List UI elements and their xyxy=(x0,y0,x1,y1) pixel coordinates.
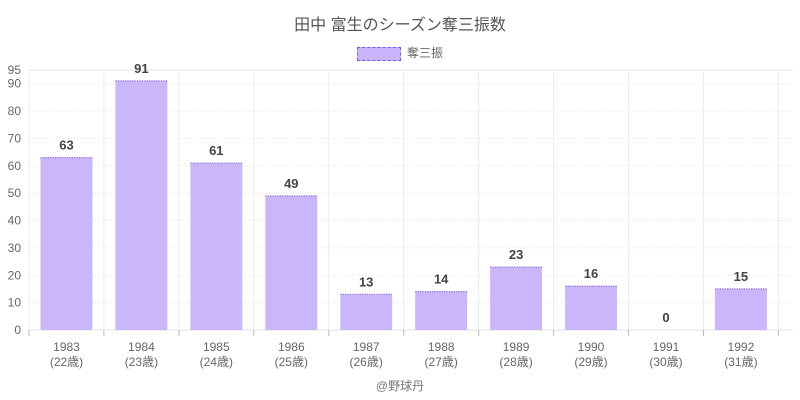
svg-text:63: 63 xyxy=(59,138,73,153)
svg-text:20: 20 xyxy=(8,268,22,282)
svg-text:90: 90 xyxy=(8,77,22,91)
svg-text:91: 91 xyxy=(134,61,148,76)
svg-text:1988: 1988 xyxy=(428,340,455,354)
svg-text:(24歳): (24歳) xyxy=(200,355,233,369)
svg-text:15: 15 xyxy=(734,269,748,284)
svg-text:61: 61 xyxy=(209,143,223,158)
svg-text:50: 50 xyxy=(8,186,22,200)
svg-text:1989: 1989 xyxy=(503,340,530,354)
svg-text:1991: 1991 xyxy=(653,340,680,354)
svg-text:(29歳): (29歳) xyxy=(574,355,607,369)
svg-text:10: 10 xyxy=(8,296,22,310)
svg-text:80: 80 xyxy=(8,104,22,118)
svg-text:23: 23 xyxy=(509,247,523,262)
svg-text:1992: 1992 xyxy=(728,340,755,354)
svg-text:(28歳): (28歳) xyxy=(499,355,532,369)
svg-text:95: 95 xyxy=(8,63,22,77)
svg-text:(31歳): (31歳) xyxy=(724,355,757,369)
svg-text:14: 14 xyxy=(434,272,449,287)
svg-text:1983: 1983 xyxy=(53,340,80,354)
svg-text:(27歳): (27歳) xyxy=(425,355,458,369)
svg-text:(26歳): (26歳) xyxy=(350,355,383,369)
svg-text:0: 0 xyxy=(14,323,21,337)
svg-text:1990: 1990 xyxy=(578,340,605,354)
svg-text:30: 30 xyxy=(8,241,22,255)
svg-text:(23歳): (23歳) xyxy=(125,355,158,369)
svg-text:40: 40 xyxy=(8,214,22,228)
svg-text:60: 60 xyxy=(8,159,22,173)
svg-text:1987: 1987 xyxy=(353,340,380,354)
svg-text:70: 70 xyxy=(8,131,22,145)
svg-text:49: 49 xyxy=(284,176,298,191)
svg-text:13: 13 xyxy=(359,274,373,289)
svg-text:16: 16 xyxy=(584,266,598,281)
svg-text:(25歳): (25歳) xyxy=(275,355,308,369)
svg-text:1985: 1985 xyxy=(203,340,230,354)
svg-text:1984: 1984 xyxy=(128,340,155,354)
svg-text:0: 0 xyxy=(662,310,669,325)
svg-text:1986: 1986 xyxy=(278,340,305,354)
svg-text:(30歳): (30歳) xyxy=(649,355,682,369)
svg-text:(22歳): (22歳) xyxy=(50,355,83,369)
